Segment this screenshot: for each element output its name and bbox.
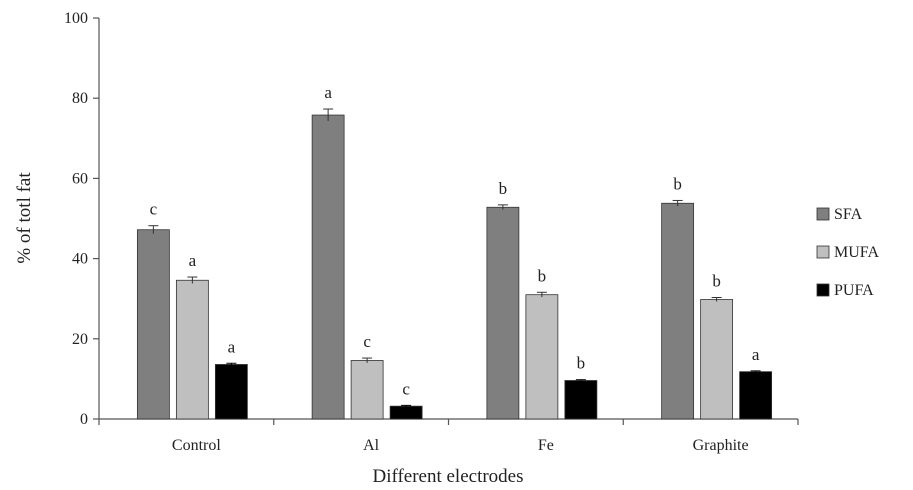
legend-label-sfa: SFA xyxy=(834,206,863,223)
significance-letters: c a a a c c b b b b b a xyxy=(150,83,760,398)
bar-sfa-control xyxy=(136,229,170,420)
x-category-label: Fe xyxy=(538,437,554,454)
y-axis-title: % of totl fat xyxy=(14,172,35,264)
y-tick-label: 80 xyxy=(72,90,88,107)
bar-mufa-control xyxy=(175,279,209,420)
y-tick-label: 60 xyxy=(72,170,88,187)
y-tick-label: 20 xyxy=(72,331,88,348)
y-ticks: 0 20 40 60 80 100 xyxy=(64,10,99,428)
bar-mufa-al xyxy=(350,360,384,420)
bar-mufa-fe xyxy=(525,294,559,420)
legend-label-mufa: MUFA xyxy=(834,244,879,261)
significance-letter: b xyxy=(673,174,682,193)
bar-sfa-fe xyxy=(486,206,520,420)
legend-swatch-sfa xyxy=(816,207,830,221)
x-category-label: Al xyxy=(363,437,380,454)
y-tick-label: 40 xyxy=(72,251,88,268)
bars xyxy=(136,114,773,420)
significance-letter: b xyxy=(499,179,508,198)
significance-letter: a xyxy=(752,345,760,364)
bar-pufa-graphite xyxy=(739,371,773,420)
legend-swatch-mufa xyxy=(816,245,830,259)
x-ticks: Control Al Fe Graphite xyxy=(98,419,799,454)
y-tick-label: 100 xyxy=(64,10,88,27)
y-tick-label: 0 xyxy=(80,411,88,428)
x-axis-title: Different electrodes xyxy=(372,466,523,487)
legend: SFA MUFA PUFA xyxy=(816,206,879,299)
significance-letter: b xyxy=(712,271,721,290)
error-bars xyxy=(148,108,761,407)
x-category-label: Graphite xyxy=(693,437,749,454)
bar-pufa-fe xyxy=(564,380,598,420)
bar-mufa-graphite xyxy=(700,299,734,420)
x-category-label: Control xyxy=(172,437,221,454)
legend-label-pufa: PUFA xyxy=(834,282,874,299)
bar-pufa-control xyxy=(214,364,248,420)
significance-letter: c xyxy=(402,379,410,398)
significance-letter: a xyxy=(228,337,236,356)
significance-letter: c xyxy=(150,200,158,219)
significance-letter: b xyxy=(538,266,547,285)
significance-letter: b xyxy=(577,354,586,373)
bar-pufa-al xyxy=(389,405,423,420)
bar-sfa-al xyxy=(311,114,345,420)
legend-swatch-pufa xyxy=(816,283,830,297)
bar-sfa-graphite xyxy=(661,202,695,420)
significance-letter: a xyxy=(324,83,332,102)
significance-letter: c xyxy=(363,332,371,351)
significance-letter: a xyxy=(189,251,197,270)
